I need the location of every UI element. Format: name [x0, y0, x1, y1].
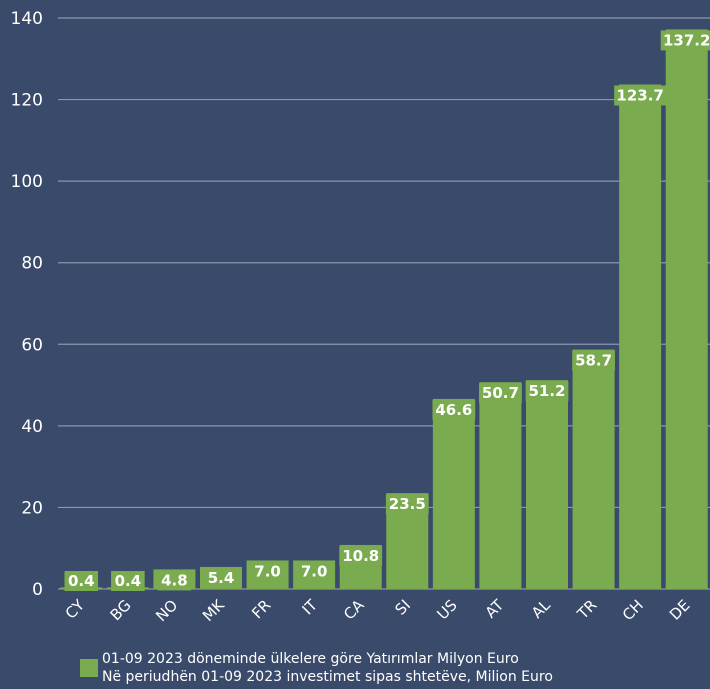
data-label-bg [297, 561, 331, 582]
y-tick-label: 60 [21, 335, 43, 355]
data-label: 50.7 [482, 384, 519, 402]
x-tick-label: DE [666, 596, 694, 624]
data-label-bg [64, 571, 99, 591]
data-label-bg [385, 494, 429, 515]
data-label: 137.2 [663, 31, 710, 49]
x-tick-label: CH [619, 596, 647, 624]
bar [479, 382, 522, 589]
y-tick-label: 80 [21, 254, 43, 274]
y-tick-label: 20 [21, 498, 43, 518]
data-label-bg [432, 399, 476, 420]
x-tick-label: TR [573, 596, 600, 623]
legend: 01-09 2023 döneminde ülkelere göre Yatır… [80, 650, 553, 686]
x-tick-label: AT [482, 596, 508, 622]
data-label: 7.0 [301, 562, 328, 580]
data-label-bg [204, 567, 238, 588]
data-label-bg [660, 30, 710, 51]
data-label: 0.4 [68, 572, 95, 590]
data-label: 5.4 [208, 569, 235, 587]
x-tick-label: CY [62, 596, 89, 623]
data-label: 0.4 [115, 572, 142, 590]
x-tick-label: NO [152, 596, 181, 625]
data-label: 46.6 [435, 401, 472, 419]
x-tick-label: CA [340, 596, 368, 624]
x-tick-label: BG [107, 596, 135, 624]
data-label: 10.8 [342, 547, 379, 565]
data-label: 123.7 [616, 86, 663, 104]
legend-line-2: Në periudhën 01-09 2023 investimet sipas… [102, 669, 553, 685]
bar [665, 29, 708, 590]
bar [526, 380, 568, 589]
data-label: 58.7 [575, 352, 612, 370]
data-label-bg [339, 545, 383, 566]
bar [432, 398, 475, 589]
data-label-bg [250, 561, 285, 582]
y-tick-label: 140 [11, 9, 43, 29]
data-label-bg [614, 85, 667, 106]
x-tick-label: FR [248, 596, 274, 622]
data-label-bg [525, 381, 569, 402]
data-label-bg [479, 383, 522, 404]
legend-line-1: 01-09 2023 döneminde ülkelere göre Yatır… [102, 651, 519, 667]
bar [572, 349, 615, 589]
legend-swatch [80, 659, 98, 677]
data-label-bg [157, 570, 192, 591]
y-tick-label: 100 [11, 172, 43, 192]
data-label-bg [572, 350, 615, 371]
y-tick-label: 40 [21, 417, 43, 437]
data-label-bg [111, 571, 145, 591]
data-label: 23.5 [389, 495, 426, 513]
x-tick-label: SI [392, 596, 415, 619]
data-label: 51.2 [528, 382, 565, 400]
x-tick-label: MK [199, 595, 229, 625]
x-tick-label: AL [528, 596, 554, 622]
y-tick-label: 120 [11, 91, 43, 111]
bar [619, 84, 662, 589]
data-label: 7.0 [254, 562, 281, 580]
x-tick-label: IT [299, 596, 322, 619]
data-label: 4.8 [161, 571, 188, 589]
y-tick-label: 0 [32, 580, 43, 600]
x-tick-label: US [433, 596, 460, 623]
